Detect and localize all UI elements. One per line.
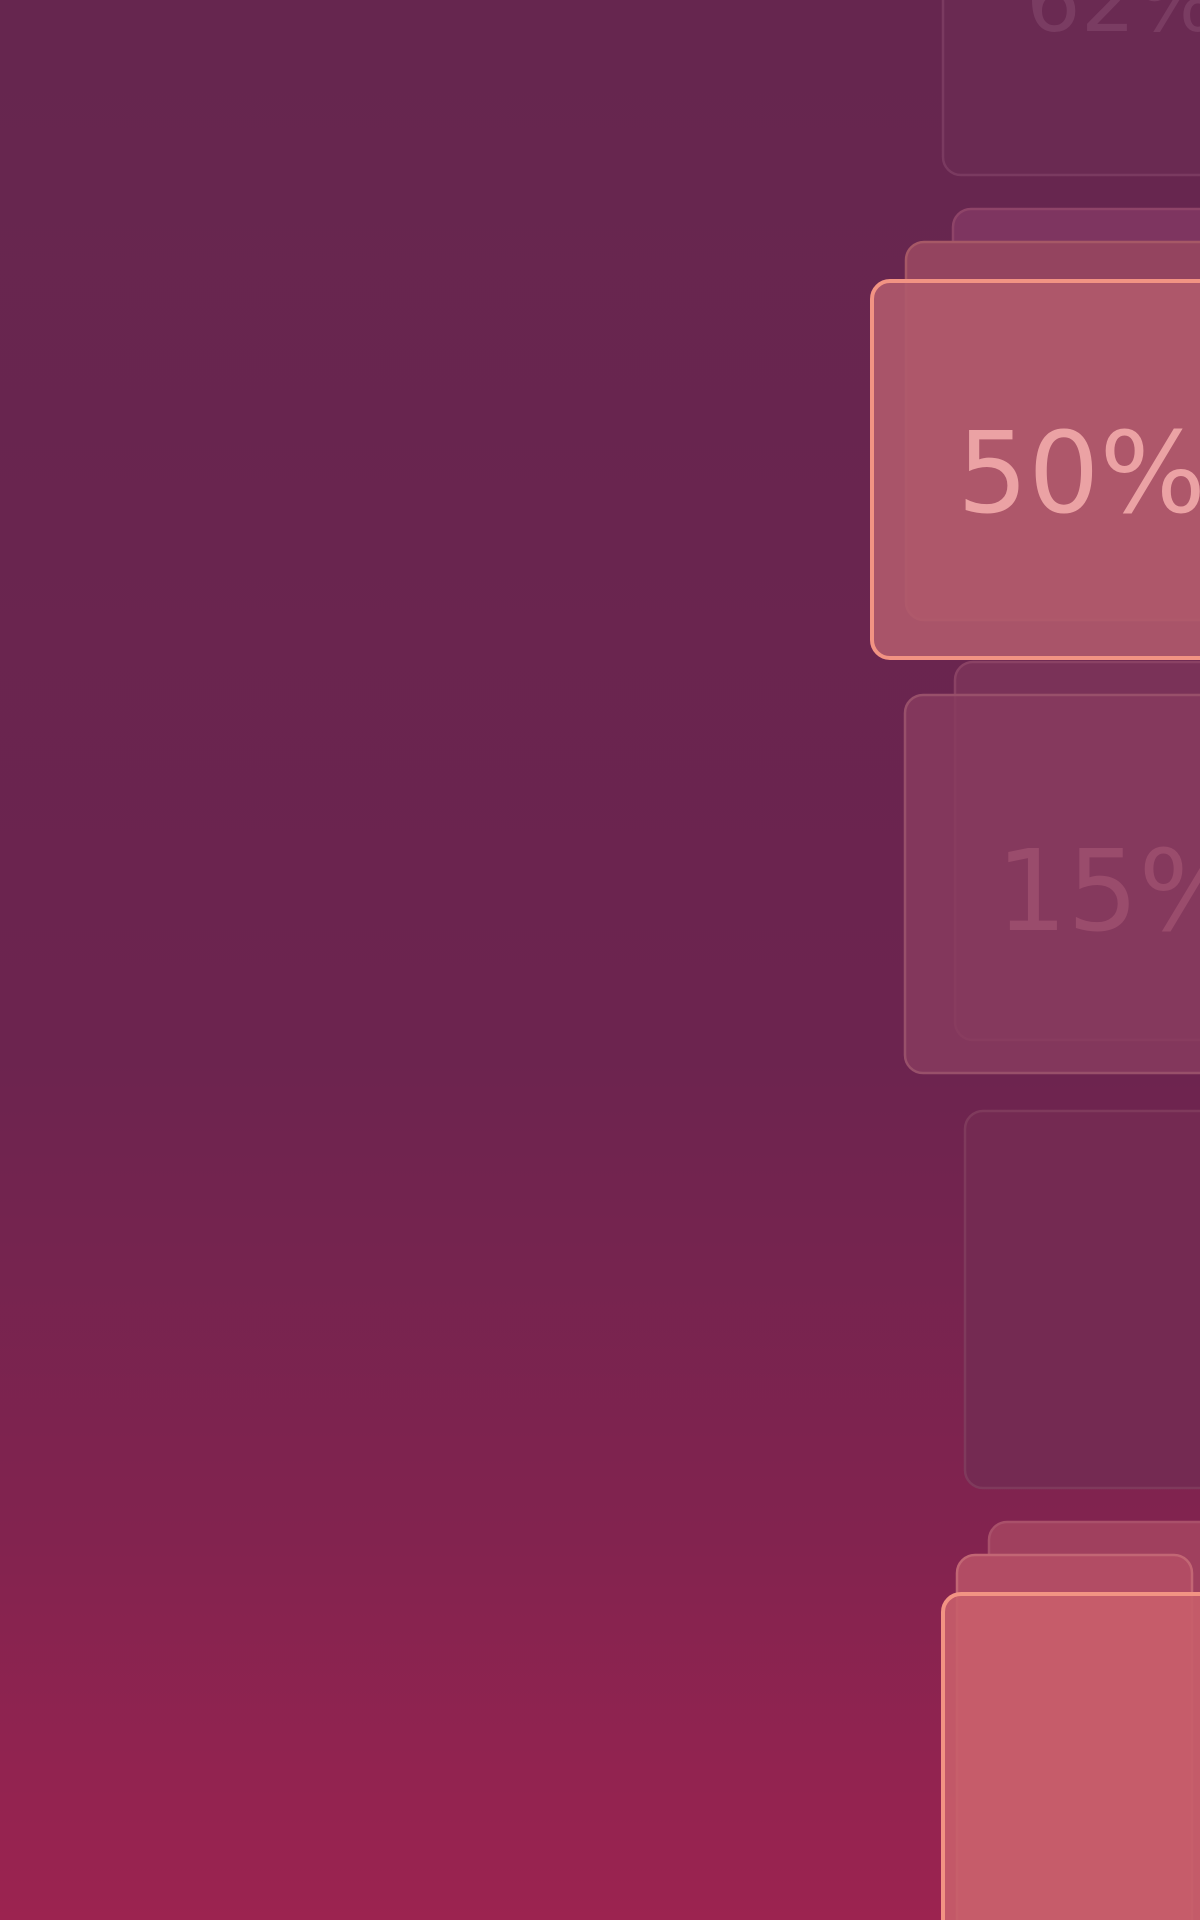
card-active[interactable]: [941, 1592, 1200, 1920]
card-frame: [941, 0, 1200, 177]
card-label: 62%: [1026, 0, 1200, 52]
card-15[interactable]: 15%: [903, 693, 1200, 1075]
card-frame: [903, 693, 1200, 1075]
card-label: 50%: [957, 409, 1200, 539]
card-62[interactable]: 62%: [941, 0, 1200, 177]
card-label: 15%: [996, 827, 1200, 957]
card-50[interactable]: 50%: [870, 279, 1200, 660]
card-frame: [870, 279, 1200, 660]
card-empty[interactable]: [963, 1109, 1200, 1490]
